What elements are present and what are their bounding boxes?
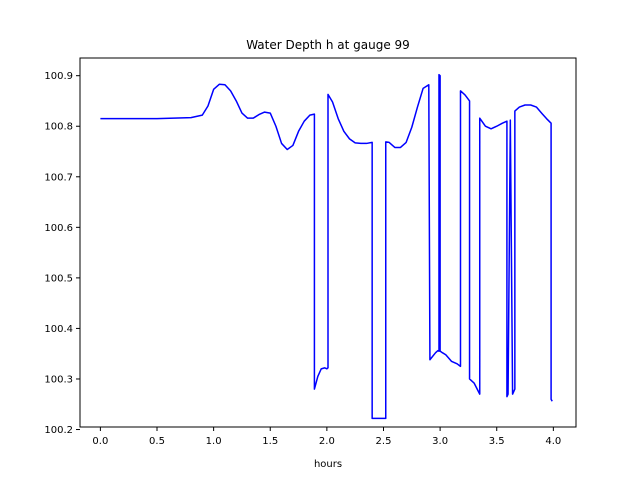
x-tick-label: 2.0 — [319, 436, 335, 447]
x-tick-label: 1.5 — [262, 436, 278, 447]
x-axis-label: hours — [314, 459, 342, 470]
x-tick-label: 4.0 — [545, 436, 561, 447]
x-tick-label: 0.0 — [92, 436, 108, 447]
y-axis: 100.2 100.3 100.4 100.5 100.6 100.7 100.8 100.9 — [44, 71, 80, 436]
y-tick-label: 100.5 — [44, 273, 73, 284]
y-tick-label: 100.9 — [44, 71, 73, 82]
y-tick-label: 100.2 — [44, 425, 73, 436]
x-tick-label: 2.5 — [376, 436, 392, 447]
chart-title: Water Depth h at gauge 99 — [246, 38, 410, 52]
plot-area — [79, 57, 577, 428]
y-tick-label: 100.6 — [44, 223, 73, 234]
x-axis: 0.0 0.5 1.0 1.5 2.0 2.5 3.0 3.5 4.0 — [92, 427, 561, 447]
x-tick-label: 0.5 — [149, 436, 165, 447]
y-tick-label: 100.8 — [44, 122, 73, 133]
x-tick-label: 1.0 — [206, 436, 222, 447]
y-tick-label: 100.4 — [44, 324, 73, 335]
y-tick-label: 100.7 — [44, 172, 73, 183]
plot-frame — [79, 57, 577, 428]
y-tick-label: 100.3 — [44, 374, 73, 385]
x-tick-label: 3.0 — [432, 436, 448, 447]
x-tick-label: 3.5 — [489, 436, 505, 447]
series-line-0 — [100, 73, 553, 420]
